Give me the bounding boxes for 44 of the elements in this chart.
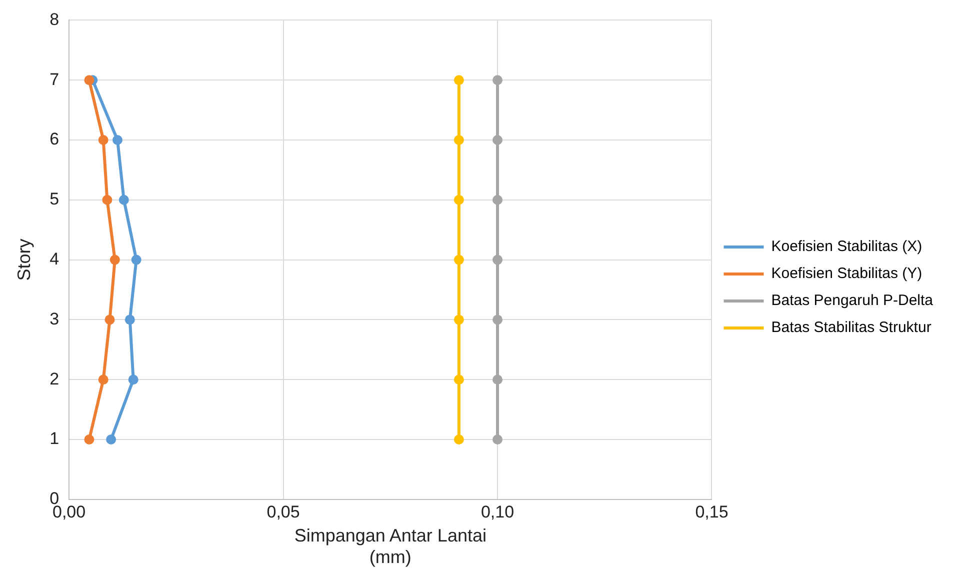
y-tick-label: 7 [50,70,60,89]
y-tick-label: 1 [50,429,60,448]
y-tick-label: 6 [50,130,60,149]
point [454,135,464,145]
point [106,434,116,444]
point [118,194,129,205]
point [131,254,142,265]
legend-label: Koefisien Stabilitas (Y) [771,265,922,282]
point [98,374,108,385]
legend-label: Koefisien Stabilitas (X) [771,238,922,256]
y-tick-label: 5 [50,190,60,209]
legend-label: Batas Stabilitas Struktur [771,319,932,336]
point [492,75,503,86]
y-tick-label: 3 [50,309,60,328]
point [102,194,112,205]
point [492,135,503,145]
legend-label: Batas Pengaruh P-Delta [771,292,934,310]
y-axis-title: Story [14,238,34,281]
point [84,434,94,444]
point [492,374,503,385]
point [84,75,94,86]
x-tick-label: 0,05 [266,502,300,522]
point [454,75,464,86]
point [454,314,464,325]
y-tick-label: 8 [50,10,60,29]
point [104,314,115,325]
point [128,374,138,385]
point [492,254,503,265]
point [98,135,108,145]
point [492,194,503,205]
x-axis-title: Simpangan Antar Lantai (mm) [294,526,486,568]
y-tick-label: 4 [50,249,60,268]
x-tick-label: 0,15 [695,502,728,522]
point [454,434,464,444]
point [454,254,464,265]
x-tick-label: 0,10 [480,502,514,522]
point [124,314,135,325]
point [492,314,503,325]
point [454,194,464,205]
point [454,374,464,385]
point [492,434,503,444]
point [110,254,120,265]
y-tick-label: 2 [50,369,60,388]
point [112,135,122,145]
